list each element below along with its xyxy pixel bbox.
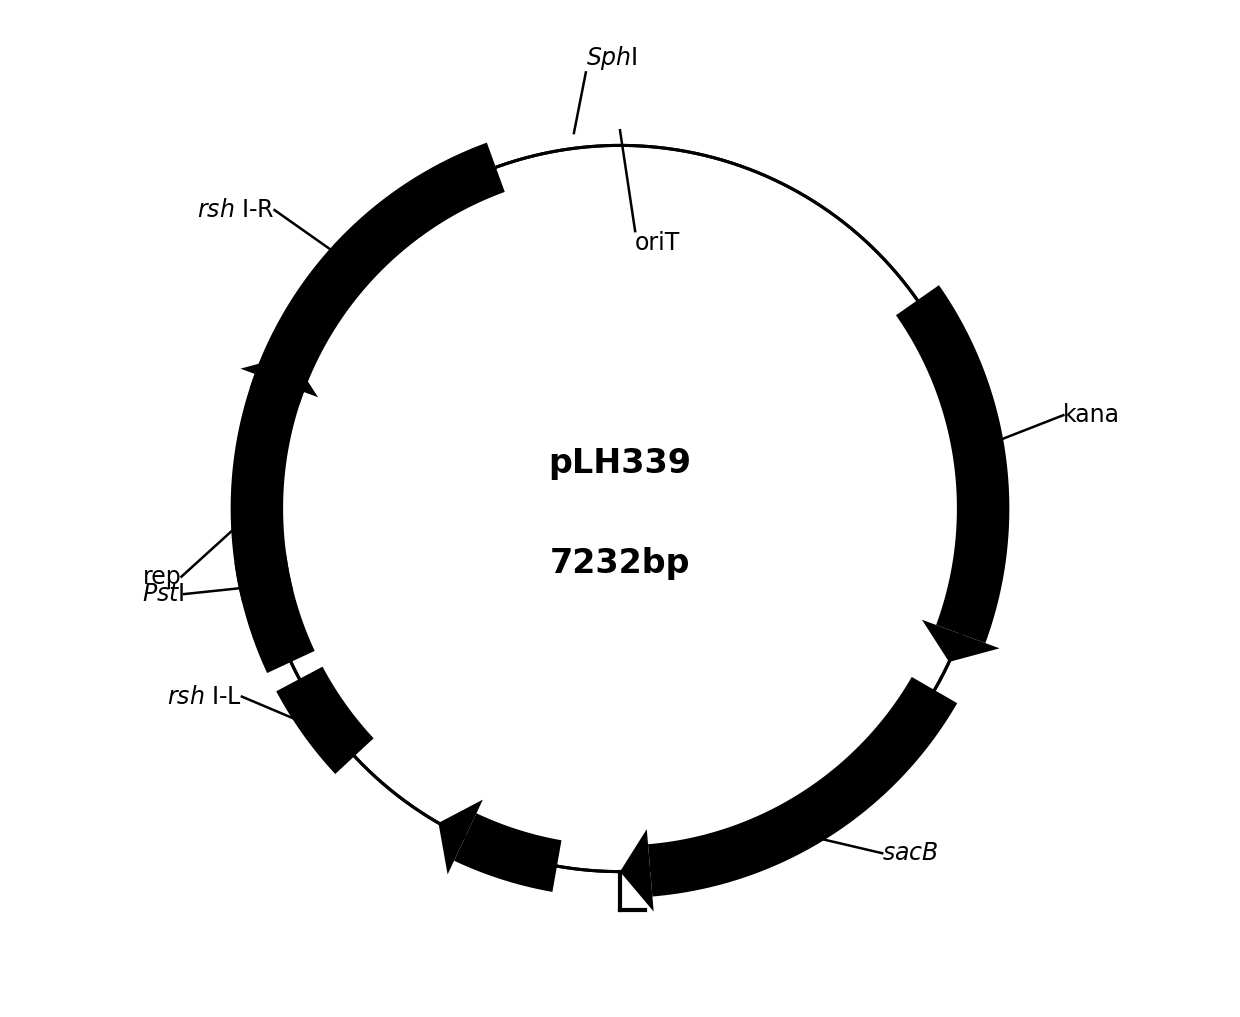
Text: kana: kana [1064, 403, 1121, 427]
Polygon shape [454, 814, 562, 892]
Polygon shape [234, 555, 293, 603]
Polygon shape [897, 285, 1009, 643]
Polygon shape [620, 829, 653, 911]
Text: rep: rep [143, 564, 181, 589]
Polygon shape [241, 355, 319, 398]
Polygon shape [439, 799, 482, 875]
Text: oriT: oriT [635, 231, 681, 255]
Text: $\mathit{Sph}$I: $\mathit{Sph}$I [585, 45, 637, 72]
Text: $\mathit{rsh}$ I-L: $\mathit{rsh}$ I-L [167, 684, 242, 709]
Text: $\mathit{sacB}$: $\mathit{sacB}$ [882, 841, 939, 865]
Text: $\mathit{Pst}$I: $\mathit{Pst}$I [141, 582, 184, 606]
Polygon shape [249, 142, 505, 405]
Polygon shape [277, 667, 373, 774]
Polygon shape [231, 374, 315, 673]
Text: pLH339: pLH339 [548, 446, 692, 480]
Text: 7232bp: 7232bp [549, 547, 691, 581]
Text: $\mathit{rsh}$ I-R: $\mathit{rsh}$ I-R [197, 198, 274, 222]
Polygon shape [649, 677, 957, 897]
Polygon shape [921, 619, 999, 662]
